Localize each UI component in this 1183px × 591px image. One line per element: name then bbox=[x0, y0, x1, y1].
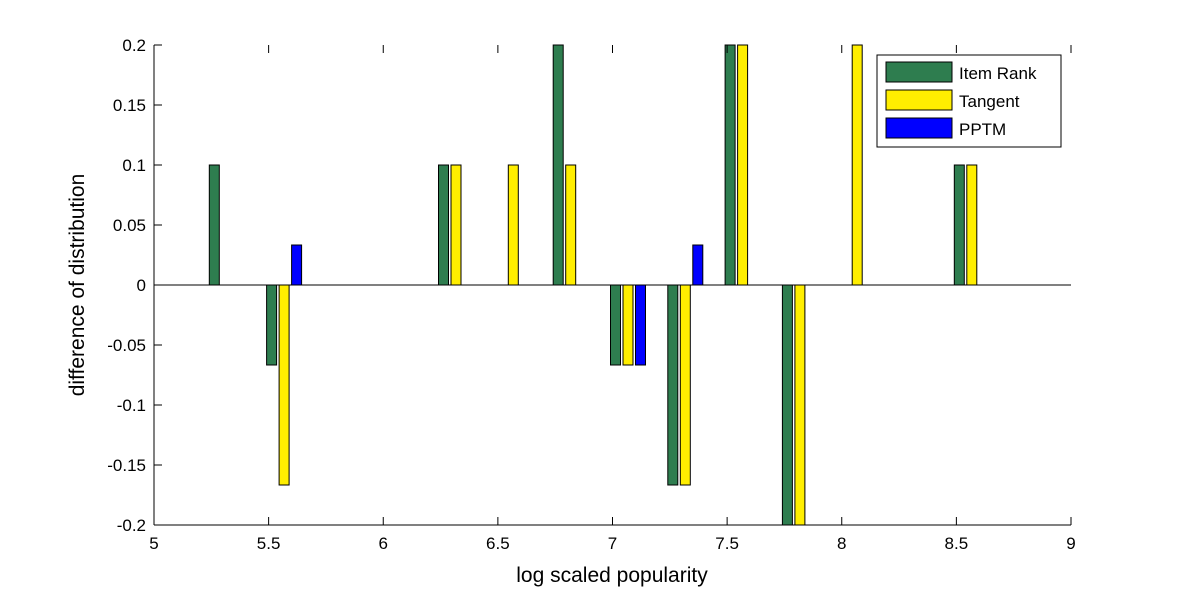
x-tick-label: 8.5 bbox=[945, 534, 969, 553]
y-axis-label: difference of distribution bbox=[66, 174, 89, 397]
legend-swatch-tangent bbox=[885, 89, 953, 111]
x-tick-label: 9 bbox=[1066, 534, 1075, 553]
bar-pptm-7 bbox=[635, 284, 646, 366]
x-tick-label: 7.5 bbox=[715, 534, 739, 553]
x-tick-label: 8 bbox=[837, 534, 846, 553]
bar-item-rank-10 bbox=[781, 284, 793, 526]
bar-item-rank-6 bbox=[552, 44, 564, 286]
bar-item-rank-7 bbox=[610, 284, 621, 366]
legend: Item Rank Tangent PPTM bbox=[876, 54, 1062, 148]
bar-pptm-8 bbox=[692, 244, 704, 286]
bar-tangent-8 bbox=[679, 284, 691, 486]
x-axis-label: log scaled popularity bbox=[516, 564, 708, 587]
bar-item-rank-8 bbox=[667, 284, 679, 486]
bar-item-rank-1 bbox=[266, 284, 278, 366]
bar-item-rank-13 bbox=[953, 164, 965, 286]
legend-swatch-pptm bbox=[885, 117, 953, 139]
y-tick-label: 0 bbox=[137, 276, 146, 295]
legend-swatch-item-rank bbox=[885, 61, 953, 83]
x-tick-label: 5.5 bbox=[257, 534, 281, 553]
y-tick-label: -0.15 bbox=[107, 456, 146, 475]
x-tick-label: 7 bbox=[608, 534, 617, 553]
bar-item-rank-9 bbox=[724, 44, 736, 286]
bars-group bbox=[208, 44, 978, 526]
y-tick-label: 0.15 bbox=[113, 96, 146, 115]
x-tick-label: 6.5 bbox=[486, 534, 510, 553]
bar-item-rank-4 bbox=[438, 164, 449, 286]
legend-label-item-rank: Item Rank bbox=[959, 64, 1037, 83]
y-tick-label: -0.1 bbox=[117, 396, 146, 415]
y-tick-label: 0.05 bbox=[113, 216, 146, 235]
ticks-group: 5 5.5 6 6.5 7 7.5 8 8.5 9 -0.2 -0.15 -0.1 -0.05 0 0.05… bbox=[107, 36, 1075, 553]
bar-tangent-1 bbox=[278, 284, 290, 486]
bar-tangent-7 bbox=[622, 284, 634, 366]
bar-pptm-1 bbox=[291, 244, 303, 286]
bar-tangent-5 bbox=[507, 164, 519, 286]
bar-item-rank-0 bbox=[208, 164, 220, 286]
y-tick-label: 0.1 bbox=[122, 156, 146, 175]
x-tick-label: 6 bbox=[379, 534, 388, 553]
y-tick-label: 0.2 bbox=[122, 36, 146, 55]
legend-label-pptm: PPTM bbox=[959, 120, 1006, 139]
bar-tangent-11 bbox=[851, 44, 863, 286]
legend-label-tangent: Tangent bbox=[959, 92, 1020, 111]
bar-tangent-13 bbox=[966, 164, 978, 286]
bar-tangent-6 bbox=[565, 164, 577, 286]
x-tick-label: 5 bbox=[149, 534, 158, 553]
y-tick-label: -0.2 bbox=[117, 516, 146, 535]
bar-tangent-10 bbox=[794, 284, 806, 526]
bar-tangent-4 bbox=[450, 164, 462, 286]
y-tick-label: -0.05 bbox=[107, 336, 146, 355]
bar-tangent-9 bbox=[737, 44, 749, 286]
